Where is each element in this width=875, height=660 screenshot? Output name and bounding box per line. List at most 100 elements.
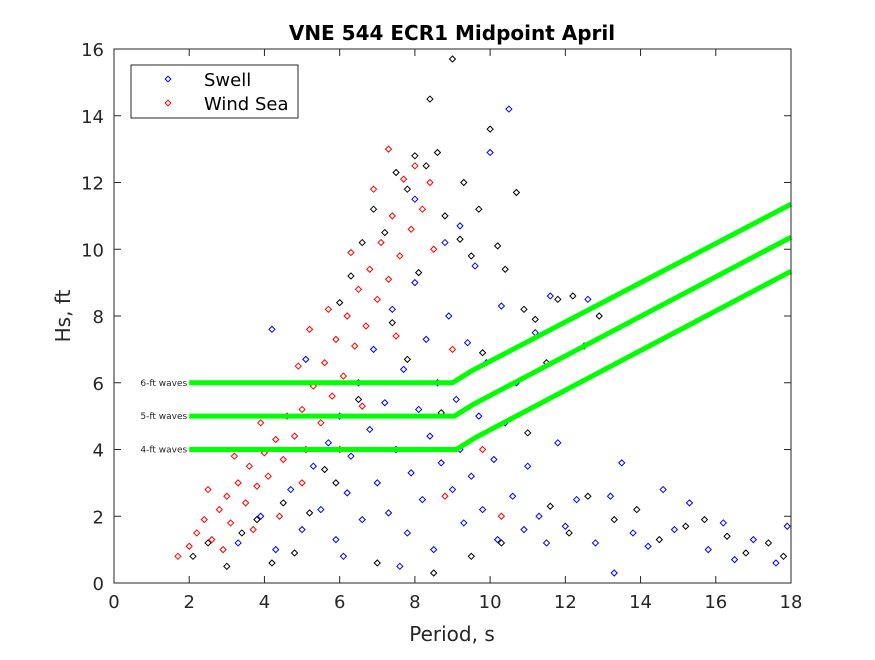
data-point <box>542 539 551 547</box>
y-tick-label: 0 <box>93 574 104 595</box>
data-point <box>561 522 570 530</box>
threshold-line-5-ft-waves <box>189 235 793 419</box>
data-point <box>226 519 235 527</box>
data-point <box>456 222 464 230</box>
legend-marker-wind-sea <box>164 99 172 107</box>
y-tick-label: 16 <box>81 40 104 61</box>
data-point <box>253 482 261 490</box>
data-point <box>193 529 201 537</box>
data-point <box>497 539 506 547</box>
data-point <box>681 522 690 530</box>
series-wind-sea <box>174 145 506 561</box>
data-point <box>422 162 430 170</box>
data-point <box>253 515 261 524</box>
data-point <box>749 535 758 544</box>
data-point <box>418 495 427 504</box>
x-tick-label: 14 <box>629 592 652 613</box>
data-point <box>783 522 791 530</box>
data-point <box>655 535 664 544</box>
threshold-line-label: 6-ft waves <box>140 379 187 389</box>
data-point <box>381 399 389 407</box>
data-point <box>486 125 494 133</box>
data-point <box>569 292 577 300</box>
data-point <box>448 55 457 63</box>
data-point <box>272 435 280 444</box>
data-point <box>418 205 427 213</box>
data-point <box>290 549 299 557</box>
threshold-line-label: 5-ft waves <box>140 412 187 422</box>
data-point <box>460 178 468 187</box>
data-point <box>234 479 242 487</box>
data-point <box>369 345 378 354</box>
data-point <box>445 312 453 320</box>
data-point <box>437 459 445 467</box>
data-point <box>508 492 517 500</box>
data-point <box>279 499 287 507</box>
data-point <box>411 278 419 287</box>
data-point <box>320 465 329 474</box>
data-point <box>377 238 385 247</box>
data-point <box>369 205 378 213</box>
data-point <box>358 402 366 410</box>
data-point <box>343 312 351 320</box>
data-point <box>610 515 618 524</box>
data-point <box>467 252 476 260</box>
x-tick-label: 0 <box>108 592 119 613</box>
y-axis-label: Hs, ft <box>51 289 75 342</box>
data-point <box>396 562 404 571</box>
data-point <box>478 505 487 514</box>
data-point <box>591 539 600 547</box>
data-point <box>441 212 449 220</box>
data-point <box>332 535 340 544</box>
data-point <box>546 292 554 300</box>
threshold-line-6-ft-waves <box>189 201 793 386</box>
data-point <box>384 509 393 517</box>
legend: Swell Wind Sea <box>130 64 299 119</box>
data-point <box>343 489 351 497</box>
data-point <box>317 419 325 427</box>
data-point <box>618 459 626 467</box>
data-point <box>764 539 773 547</box>
y-tick-label: 14 <box>81 107 104 128</box>
legend-label-swell: Swell <box>204 70 251 91</box>
data-point <box>223 492 231 500</box>
x-tick-label: 18 <box>780 592 803 613</box>
data-point <box>670 525 679 534</box>
data-point <box>320 359 329 367</box>
data-point <box>471 262 479 270</box>
data-point <box>531 315 539 324</box>
data-point <box>358 515 366 524</box>
data-point <box>520 305 528 314</box>
x-tick-label: 4 <box>259 592 270 613</box>
data-point <box>644 542 652 550</box>
data-point <box>719 519 728 527</box>
data-point <box>234 539 242 547</box>
data-point <box>452 395 460 404</box>
data-point <box>572 495 581 504</box>
data-point <box>305 325 314 334</box>
data-point <box>305 509 314 517</box>
data-point <box>448 345 457 354</box>
data-point <box>554 439 562 447</box>
data-point <box>490 455 498 464</box>
data-point <box>426 95 434 103</box>
data-point <box>369 185 378 193</box>
data-point <box>429 245 438 253</box>
data-point <box>742 549 750 557</box>
y-tick-label: 8 <box>93 307 104 328</box>
data-point <box>328 392 336 400</box>
data-point <box>279 455 287 464</box>
legend-label-wind-sea: Wind Sea <box>204 94 289 115</box>
data-point <box>200 515 208 524</box>
data-point <box>219 545 227 554</box>
data-point <box>546 502 554 510</box>
data-point <box>422 335 430 344</box>
y-tick-label: 6 <box>93 374 104 395</box>
data-point <box>384 145 393 153</box>
data-point <box>441 492 449 500</box>
x-tick-label: 10 <box>479 592 502 613</box>
data-point <box>554 295 562 304</box>
data-point <box>723 532 731 540</box>
data-point <box>403 529 412 537</box>
